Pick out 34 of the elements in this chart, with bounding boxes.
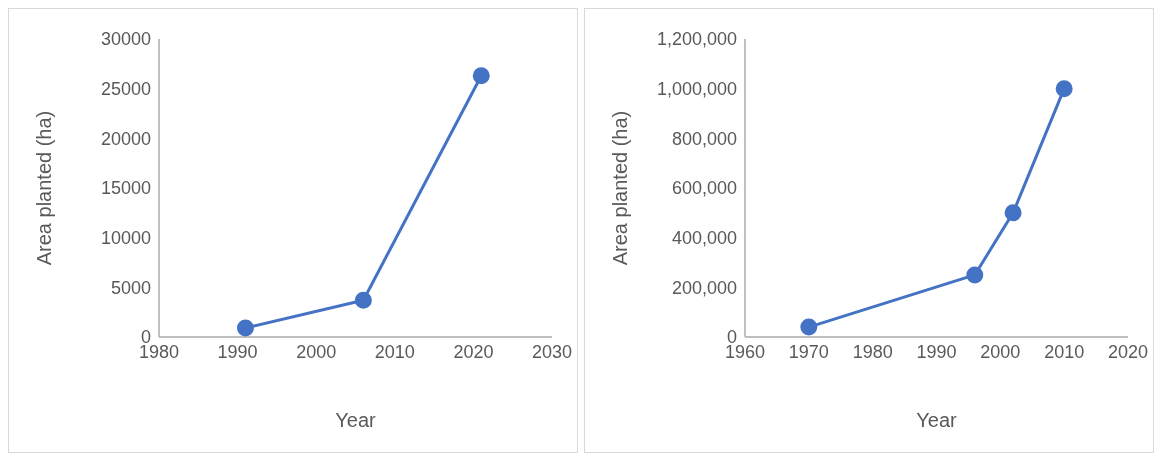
y-tick-label: 800,000 xyxy=(671,128,737,149)
x-axis-title: Year xyxy=(916,409,958,431)
y-tick-label: 5000 xyxy=(110,277,151,298)
point xyxy=(966,266,984,284)
x-tick-label: 2030 xyxy=(531,341,573,362)
y-tick-label: 25000 xyxy=(100,79,151,100)
x-tick-label: 1990 xyxy=(916,341,957,362)
point xyxy=(800,318,818,336)
y-tick-label: 400,000 xyxy=(671,228,737,249)
y-axis-title: Area planted (ha) xyxy=(609,110,632,266)
x-tick-label: 2000 xyxy=(980,341,1021,362)
x-tick-label: 1980 xyxy=(852,341,893,362)
x-tick-label: 2020 xyxy=(453,341,494,362)
point xyxy=(354,291,372,309)
x-tick-label: 2010 xyxy=(1044,341,1085,362)
point xyxy=(236,319,254,337)
y-tick-label: 10000 xyxy=(100,228,151,249)
y-tick-label: 15000 xyxy=(100,178,151,199)
point xyxy=(1004,204,1022,222)
x-tick-label: 2000 xyxy=(296,341,337,362)
y-tick-label: 1,200,000 xyxy=(656,29,737,50)
point xyxy=(472,67,490,85)
y-tick-label: 600,000 xyxy=(671,178,737,199)
point xyxy=(1055,80,1073,98)
x-axis-title: Year xyxy=(335,409,377,431)
x-tick-label: 1970 xyxy=(788,341,829,362)
y-axis-title: Area planted (ha) xyxy=(33,110,56,266)
x-tick-label: 1990 xyxy=(217,341,258,362)
x-tick-label: 2010 xyxy=(374,341,415,362)
y-tick-label: 200,000 xyxy=(671,277,737,298)
x-tick-label: 2020 xyxy=(1107,341,1149,362)
y-tick-label: 30000 xyxy=(100,29,151,50)
y-tick-label: 1,000,000 xyxy=(656,79,737,100)
y-tick-label: 20000 xyxy=(100,128,151,149)
